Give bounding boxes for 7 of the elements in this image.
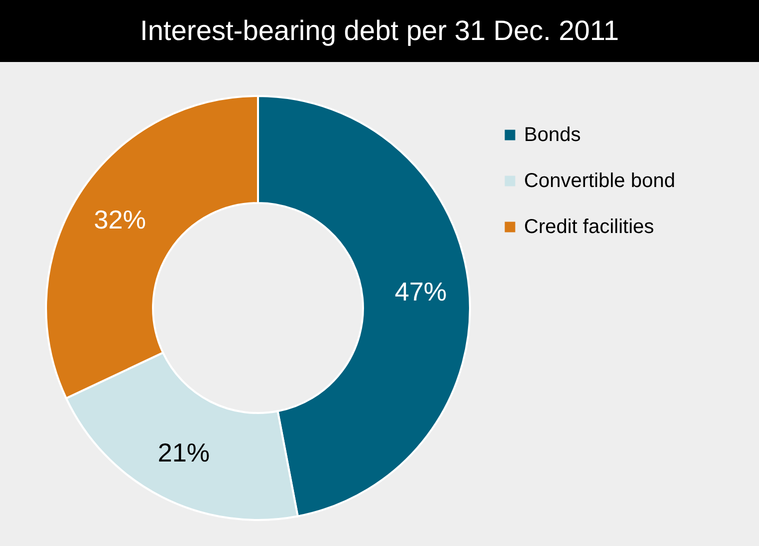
- legend-label: Bonds: [524, 124, 581, 146]
- data-label: 21%: [158, 438, 210, 468]
- data-label: 32%: [94, 204, 146, 234]
- chart-title: Interest-bearing debt per 31 Dec. 2011: [140, 15, 619, 46]
- data-label: 47%: [394, 276, 447, 307]
- legend-label: Convertible bond: [524, 170, 676, 192]
- legend-label: Credit facilities: [524, 216, 654, 238]
